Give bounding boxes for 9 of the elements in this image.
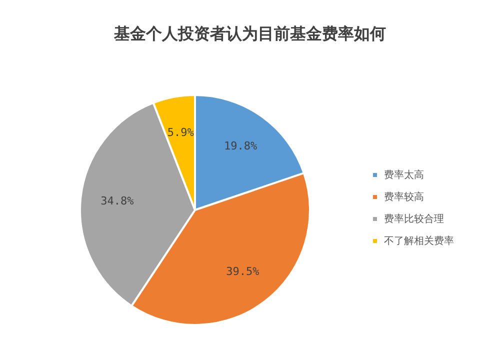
data-label: 5.9%: [167, 126, 194, 140]
data-label: 39.5%: [226, 264, 260, 278]
legend-label: 费率较高: [384, 191, 424, 203]
data-label: 19.8%: [224, 139, 258, 152]
data-label: 34.8%: [100, 194, 134, 208]
chart-title: 基金个人投资者认为目前基金费率如何: [113, 24, 386, 43]
legend-label: 费率太高: [384, 169, 424, 181]
legend-label: 不了解相关费率: [384, 235, 454, 247]
legend-label: 费率比较合理: [384, 213, 444, 225]
